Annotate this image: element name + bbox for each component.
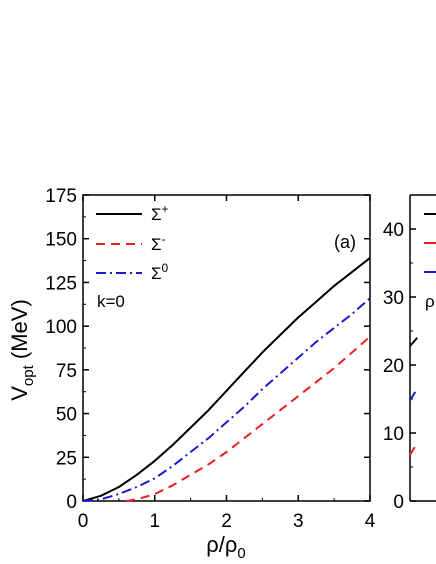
y-tick-label-a-3: 75 [56, 361, 77, 382]
legend-a: Σ+ Σ- Σ0 [96, 202, 169, 283]
series-line-b-2 [409, 388, 419, 401]
series-line-sigma-minus [125, 335, 371, 502]
y-tick-label-a-2: 50 [56, 405, 77, 426]
x-tick-label-a-0: 0 [78, 511, 89, 532]
series-group-a [82, 257, 371, 502]
panel-label-a: (a) [334, 232, 356, 252]
y-tick-label-b-2: 20 [383, 356, 404, 377]
y-tick-label-a-7: 175 [45, 186, 77, 207]
x-ticks-a: 0 1 2 3 4 [78, 195, 376, 532]
x-tick-label-a-4: 4 [365, 511, 376, 532]
y-axis-title-a: Vopt (MeV) [7, 299, 37, 401]
x-axis-title-a: ρ/ρ0 [206, 532, 246, 562]
series-line-sigma-plus [82, 257, 371, 502]
series-line-sigma-zero [82, 297, 371, 502]
y-tick-label-b-4: 40 [383, 220, 404, 241]
y-tick-label-a-4: 100 [45, 317, 77, 338]
y-tick-label-b-0: 0 [393, 492, 404, 513]
panel-b: 0 10 20 30 40 ρ [383, 194, 436, 513]
series-line-b-0 [409, 337, 418, 347]
legend-label-sigma-zero: Σ0 [151, 261, 169, 283]
y-tick-label-b-3: 30 [383, 288, 404, 309]
y-ticks-a: 0 25 50 75 100 125 150 175 [45, 186, 370, 513]
y-tick-label-b-1: 10 [383, 424, 404, 445]
y-ticks-b: 0 10 20 30 40 [383, 194, 416, 513]
series-line-b-1 [409, 442, 419, 456]
series-group-b [409, 337, 419, 456]
annotation-rho-b: ρ [425, 292, 435, 311]
y-tick-label-a-6: 150 [45, 230, 77, 251]
y-tick-label-a-5: 125 [45, 273, 77, 294]
legend-label-sigma-plus: Σ+ [151, 202, 169, 224]
legend-b-partial [424, 213, 436, 273]
legend-label-sigma-minus: Σ- [151, 232, 166, 254]
x-tick-label-a-1: 1 [149, 511, 160, 532]
x-tick-label-a-3: 3 [293, 511, 304, 532]
annotation-k0: k=0 [97, 292, 125, 311]
plot-frame-a [82, 194, 371, 502]
y-tick-label-a-1: 25 [56, 448, 77, 469]
panel-a: 0 25 50 75 100 125 150 175 0 1 2 3 4 (a) Σ+ Σ- Σ0 k… [7, 186, 376, 562]
x-tick-label-a-2: 2 [221, 511, 232, 532]
y-tick-label-a-0: 0 [66, 492, 77, 513]
